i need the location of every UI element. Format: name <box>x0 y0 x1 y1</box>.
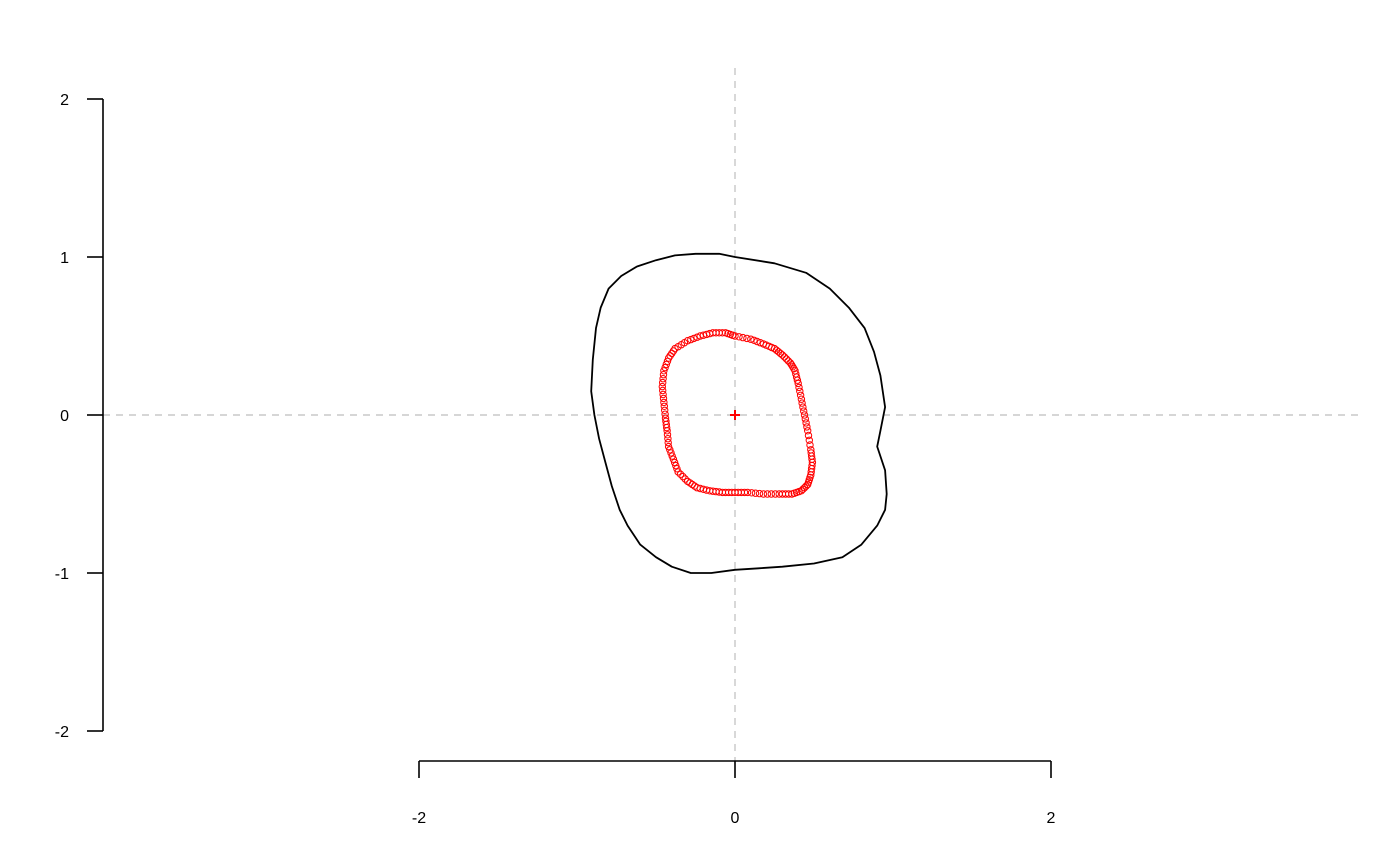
reference-lines <box>103 68 1362 780</box>
data-point <box>718 329 727 337</box>
data-point <box>683 477 692 486</box>
x-tick-label: 2 <box>1047 810 1056 827</box>
data-point <box>681 475 689 483</box>
data-point <box>747 489 756 497</box>
data-point <box>771 490 779 498</box>
data-point <box>801 415 809 423</box>
data-point <box>739 333 747 342</box>
data-point <box>659 390 667 399</box>
data-point <box>661 410 669 418</box>
data-point <box>747 335 755 343</box>
data-point <box>679 472 687 481</box>
data-point <box>751 489 760 497</box>
data-point <box>794 379 802 388</box>
data-point <box>728 331 737 339</box>
data-point <box>804 427 812 435</box>
data-point <box>796 387 804 395</box>
y-tick-label: 0 <box>60 408 69 425</box>
data-point <box>676 470 685 478</box>
data-point <box>789 363 797 371</box>
data-point <box>664 438 672 447</box>
y-tick-label: -2 <box>55 724 69 741</box>
data-point <box>807 468 815 476</box>
data-point <box>797 395 806 403</box>
data-point <box>755 489 764 498</box>
data-point <box>674 468 682 476</box>
data-point <box>659 394 668 403</box>
y-tick-label: 2 <box>60 92 69 109</box>
data-point <box>673 465 681 473</box>
data-point <box>806 441 814 449</box>
data-point <box>666 446 674 454</box>
data-point <box>663 431 672 439</box>
data-point <box>659 371 668 379</box>
data-point <box>659 378 667 387</box>
data-point <box>659 386 667 395</box>
data-point <box>763 490 772 498</box>
data-point <box>661 414 670 422</box>
data-point <box>787 361 796 369</box>
y-tick-label: -1 <box>55 566 69 583</box>
data-point <box>753 337 761 346</box>
data-point <box>659 375 667 383</box>
data-point <box>795 383 803 392</box>
data-point <box>786 359 794 367</box>
data-point <box>660 398 668 407</box>
series-line <box>590 252 888 574</box>
data-point <box>793 376 802 384</box>
x-tick-label: -2 <box>412 810 426 827</box>
data-point <box>759 490 768 498</box>
data-point <box>662 417 670 425</box>
data-point <box>798 399 806 407</box>
center-marker <box>730 410 740 420</box>
data-point <box>661 406 669 414</box>
data-point <box>780 353 789 361</box>
data-point <box>690 334 698 343</box>
data-point <box>800 407 808 415</box>
data-point <box>778 490 787 498</box>
y-tick-label: 1 <box>60 250 69 267</box>
x-tick-label: 0 <box>731 810 740 827</box>
data-point <box>799 403 807 411</box>
data-point <box>670 458 679 467</box>
data-point <box>668 452 676 460</box>
data-point <box>683 337 692 345</box>
data-point <box>664 442 673 451</box>
data-point <box>778 351 787 359</box>
data-point <box>782 355 791 363</box>
data-point <box>800 411 809 419</box>
series-layer <box>590 252 888 574</box>
data-point <box>804 431 813 440</box>
data-point <box>664 435 672 443</box>
data-point <box>796 391 805 399</box>
axes: -2 -1 0 1 2 -2 0 2 <box>55 92 1056 827</box>
data-point <box>803 423 811 431</box>
data-point <box>767 490 775 498</box>
data-point <box>672 461 680 470</box>
data-point <box>799 485 807 493</box>
data-point <box>743 334 751 343</box>
data-point <box>658 382 666 391</box>
data-point <box>775 490 783 498</box>
data-point <box>661 363 669 372</box>
data-point <box>805 436 813 444</box>
data-point <box>802 419 810 427</box>
data-point <box>660 367 668 375</box>
data-point <box>660 402 668 410</box>
